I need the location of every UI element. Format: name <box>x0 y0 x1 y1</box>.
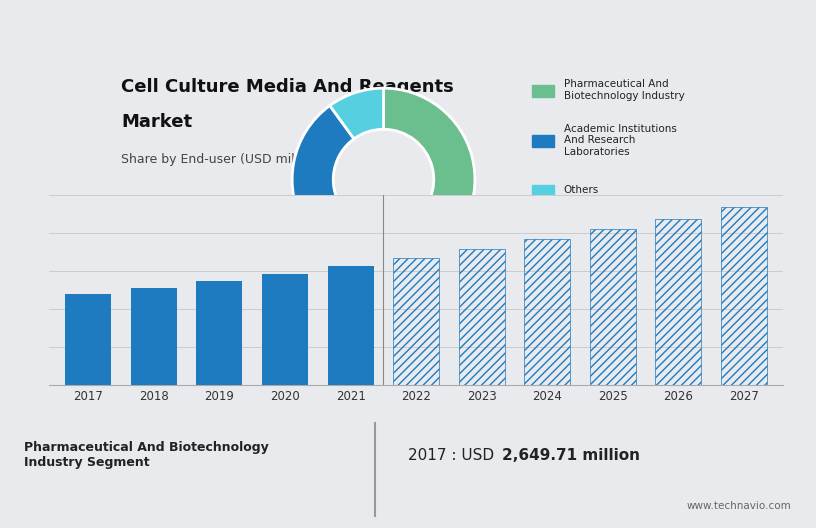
Bar <box>525 239 570 385</box>
Text: Academic Institutions
And Research
Laboratories: Academic Institutions And Research Labor… <box>564 124 676 157</box>
Bar <box>655 219 702 385</box>
Bar <box>65 294 111 385</box>
Wedge shape <box>292 106 428 271</box>
Bar <box>532 85 554 97</box>
Text: Pharmaceutical And Biotechnology
Industry Segment: Pharmaceutical And Biotechnology Industr… <box>24 441 269 469</box>
Text: Market: Market <box>121 114 192 131</box>
Bar <box>197 281 242 385</box>
Wedge shape <box>384 88 475 260</box>
Bar <box>532 185 554 197</box>
Bar <box>262 274 308 385</box>
Text: 2017 : USD: 2017 : USD <box>408 448 499 464</box>
Text: www.technavio.com: www.technavio.com <box>687 501 792 511</box>
Text: 2,649.71 million: 2,649.71 million <box>502 448 640 464</box>
Bar <box>590 229 636 385</box>
Text: Pharmaceutical And
Biotechnology Industry: Pharmaceutical And Biotechnology Industr… <box>564 79 685 101</box>
Text: Share by End-user (USD million): Share by End-user (USD million) <box>121 153 322 166</box>
Wedge shape <box>330 88 384 139</box>
Bar <box>131 288 177 385</box>
Bar <box>721 207 767 385</box>
Bar <box>328 266 374 385</box>
Bar <box>532 135 554 147</box>
Bar <box>393 258 439 385</box>
Text: Others: Others <box>564 185 599 195</box>
Text: Cell Culture Media And Reagents: Cell Culture Media And Reagents <box>121 78 454 96</box>
Bar <box>459 249 504 385</box>
